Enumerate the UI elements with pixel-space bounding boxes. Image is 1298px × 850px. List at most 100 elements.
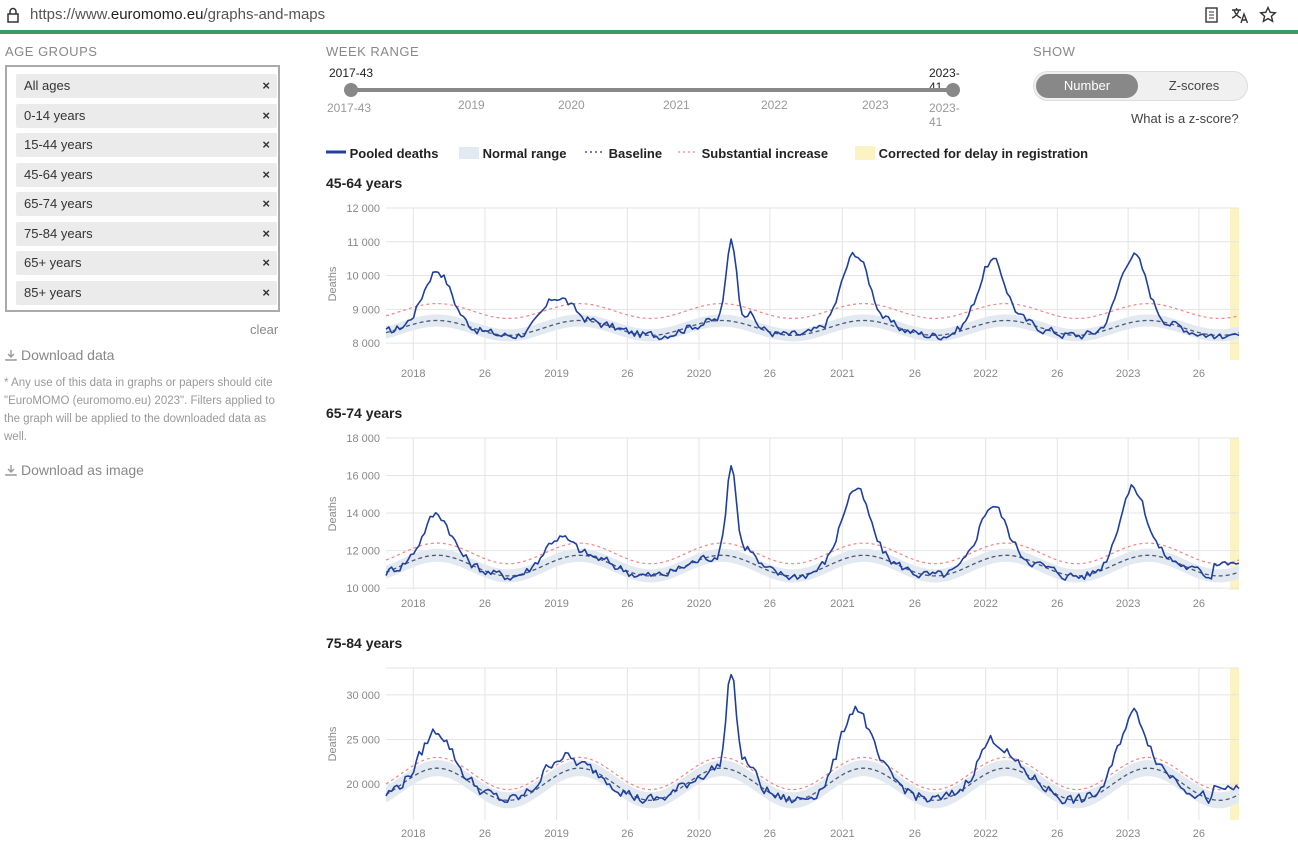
age-group-chip[interactable]: 85+ years ×: [16, 281, 277, 305]
pooled-swatch: [326, 150, 346, 154]
range-tick: 2023-41: [929, 101, 960, 129]
x-tick-label: 26: [1051, 828, 1063, 840]
corrected-band: [1230, 668, 1239, 820]
x-tick-label: 2021: [830, 368, 854, 380]
substantial-increase-line: [385, 542, 1240, 565]
x-tick-label: 26: [1051, 368, 1063, 380]
y-tick-label: 10 000: [346, 271, 380, 283]
chart-title: 45-64 years: [326, 175, 403, 191]
download-icon: [5, 465, 17, 476]
y-axis-label: Deaths: [327, 496, 339, 531]
x-tick-label: 26: [1193, 598, 1205, 610]
age-group-chip[interactable]: 65-74 years ×: [16, 192, 277, 216]
reader-view-icon[interactable]: [1204, 6, 1220, 24]
download-image-link[interactable]: Download as image: [5, 462, 144, 478]
age-group-chip[interactable]: 75-84 years ×: [16, 222, 277, 246]
x-tick-label: 26: [909, 598, 921, 610]
y-axis-label: Deaths: [327, 726, 339, 761]
show-label: SHOW: [1033, 44, 1076, 59]
substantial-increase-line: [385, 756, 1240, 791]
legend-pooled[interactable]: Pooled deaths: [326, 146, 438, 161]
remove-icon[interactable]: ×: [262, 167, 270, 182]
remove-icon[interactable]: ×: [262, 78, 270, 93]
zscores-option[interactable]: Z-scores: [1168, 78, 1220, 93]
y-tick-label: 16 000: [346, 471, 380, 483]
url-text[interactable]: https://www.euromomo.eu/graphs-and-maps: [30, 6, 325, 23]
legend-label: Baseline: [608, 146, 663, 161]
week-range-label: WEEK RANGE: [326, 44, 420, 59]
range-tick: 2022: [761, 98, 788, 112]
legend-normal-range[interactable]: Normal range: [459, 146, 566, 161]
lock-icon: [7, 7, 19, 23]
clear-link[interactable]: clear: [250, 322, 279, 337]
zscore-help-link[interactable]: What is a z-score?: [1131, 111, 1239, 126]
y-tick-label: 12 000: [346, 203, 380, 215]
x-tick-label: 26: [909, 828, 921, 840]
x-tick-label: 2021: [830, 828, 854, 840]
chart-65-74[interactable]: 10 000 12 000 14 000 16 000 18 000 2018 26 2019…: [324, 428, 1244, 613]
download-data-link[interactable]: Download data: [5, 347, 114, 363]
x-tick-label: 2020: [687, 598, 711, 610]
age-group-label: 65-74 years: [24, 196, 93, 211]
corrected-band: [1230, 438, 1239, 590]
range-start-value: 2017-43: [329, 66, 374, 80]
bookmark-star-icon[interactable]: [1259, 6, 1277, 24]
x-tick-label: 26: [621, 828, 633, 840]
legend-substantial-increase[interactable]: Substantial increase: [678, 146, 828, 161]
remove-icon[interactable]: ×: [262, 137, 270, 152]
remove-icon[interactable]: ×: [262, 108, 270, 123]
translate-icon[interactable]: [1231, 6, 1249, 24]
substantial-increase-line: [385, 303, 1240, 320]
show-toggle[interactable]: Number Z-scores: [1033, 71, 1248, 101]
y-tick-label: 18 000: [346, 433, 380, 445]
x-tick-label: 2019: [544, 598, 568, 610]
download-data-label: Download data: [21, 347, 115, 363]
remove-icon[interactable]: ×: [262, 196, 270, 211]
week-range-slider[interactable]: 2017-43 2023-41 2017-43 2019 2020 2021 2…: [326, 64, 966, 129]
chart-title: 75-84 years: [326, 635, 403, 651]
browser-url-bar[interactable]: https://www.euromomo.eu/graphs-and-maps: [0, 0, 1298, 34]
chart-75-84[interactable]: 20 000 25 000 30 000 2018 26 2019 26 2020 26 2021…: [324, 658, 1244, 843]
url-prefix: https://www.: [30, 6, 111, 23]
x-tick-label: 2022: [973, 828, 997, 840]
corrected-swatch: [855, 146, 875, 160]
y-tick-label: 14 000: [346, 508, 380, 520]
baseline-line: [385, 554, 1240, 577]
number-option[interactable]: Number: [1036, 74, 1138, 98]
x-tick-label: 2018: [401, 598, 425, 610]
y-tick-label: 10 000: [346, 583, 380, 595]
x-tick-label: 2020: [687, 828, 711, 840]
chart-45-64[interactable]: 8 000 9 000 10 000 11 000 12 000 2018 26 2019 26…: [324, 198, 1244, 383]
y-tick-label: 11 000: [347, 237, 380, 249]
slider-start-handle[interactable]: [344, 83, 358, 97]
remove-icon[interactable]: ×: [262, 255, 270, 270]
y-tick-label: 8 000: [352, 338, 380, 350]
legend-corrected[interactable]: Corrected for delay in registration: [855, 146, 1088, 161]
pooled-deaths-line: [385, 673, 1240, 805]
age-group-chip[interactable]: All ages ×: [16, 74, 277, 98]
remove-icon[interactable]: ×: [262, 226, 270, 241]
baseline-swatch: [585, 151, 605, 153]
x-tick-label: 2018: [401, 828, 425, 840]
age-group-label: 65+ years: [24, 255, 82, 270]
age-group-label: 85+ years: [24, 285, 82, 300]
legend-label: Normal range: [482, 146, 567, 161]
x-tick-label: 2022: [973, 368, 997, 380]
age-groups-select[interactable]: All ages × 0-14 years × 15-44 years × 45-64…: [5, 65, 280, 312]
download-image-label: Download as image: [21, 462, 144, 478]
age-group-chip[interactable]: 0-14 years ×: [16, 104, 277, 128]
url-domain: euromomo.eu: [110, 6, 204, 23]
age-group-chip[interactable]: 65+ years ×: [16, 251, 277, 275]
x-tick-label: 26: [479, 828, 491, 840]
age-group-chip[interactable]: 45-64 years ×: [16, 163, 277, 187]
age-group-chip[interactable]: 15-44 years ×: [16, 133, 277, 157]
slider-track[interactable]: [351, 88, 953, 92]
x-tick-label: 2020: [687, 368, 711, 380]
slider-end-handle[interactable]: [946, 83, 960, 97]
x-tick-label: 26: [764, 598, 776, 610]
remove-icon[interactable]: ×: [262, 285, 270, 300]
legend-baseline[interactable]: Baseline: [585, 146, 662, 161]
x-tick-label: 26: [621, 368, 633, 380]
y-tick-label: 9 000: [352, 304, 380, 316]
x-tick-label: 26: [1051, 598, 1063, 610]
